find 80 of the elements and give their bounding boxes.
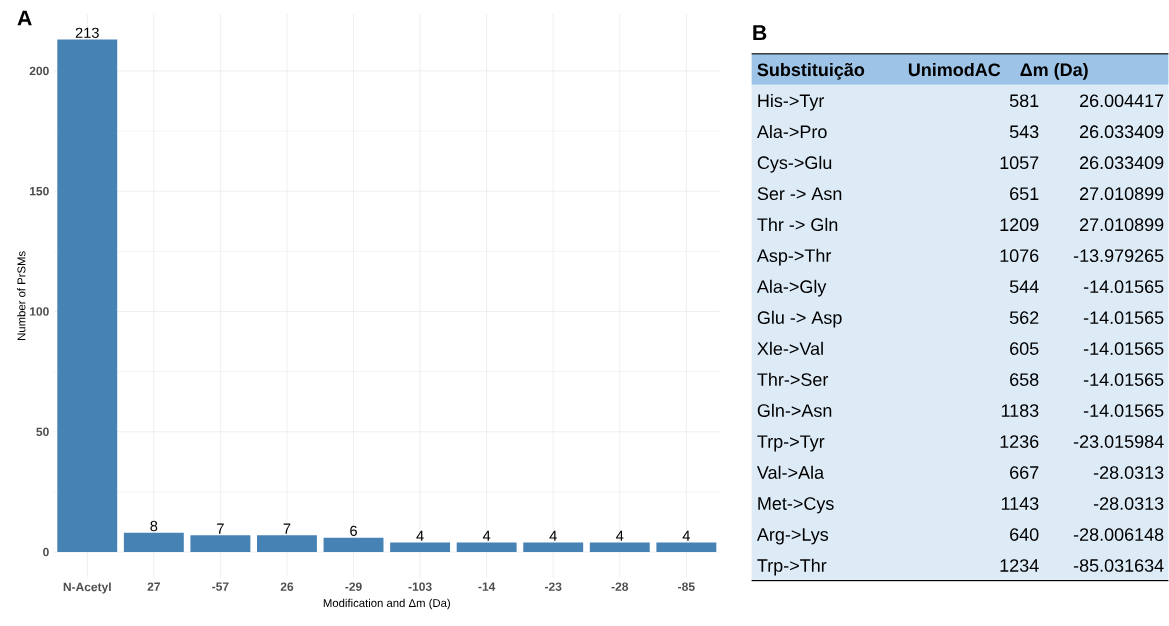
x-tick-label: -23 [545,582,562,592]
data-label: 4 [549,530,557,542]
text: Thr -> Gln [757,217,838,232]
x-tick-label: -29 [345,582,362,592]
text: -14.01565 [1083,311,1164,325]
text: Met->Cys [758,497,834,514]
text: 27.010899 [1080,187,1164,201]
data-label: 4 [482,530,491,542]
data-label: 6 [350,525,357,537]
text: 1209 [1000,218,1039,232]
text: 658 [1010,373,1039,387]
x-tick-label: -85 [678,582,695,592]
text: 27.010899 [1080,218,1164,232]
text: -28.0313 [1093,497,1164,511]
category-label: Δm (Da) [1020,63,1088,80]
text: 562 [1009,311,1039,325]
category-label: Substituição [757,63,865,80]
text: 1183 [1001,404,1039,418]
x-tick-label: 27 [147,582,160,591]
text: -28.006148 [1073,528,1164,542]
data-label: 8 [150,521,158,532]
text: Xle->Val [757,341,823,356]
text: Ala->Pro [756,125,827,139]
text: -14.01565 [1083,404,1164,418]
text: 1234 [1000,559,1039,573]
text: Thr->Ser [757,372,829,387]
y-axis-title: Number of PrSMs [17,251,26,341]
data-label: 4 [616,530,624,542]
x-tick-label: -57 [212,582,229,591]
x-tick-label: -103 [408,582,432,592]
text: 26.033409 [1080,125,1164,139]
text: -85.031634 [1073,559,1164,573]
x-tick-label: -14 [478,582,496,591]
text: 1057 [1000,156,1039,170]
text: 640 [1010,528,1039,542]
text: Ala->Gly [756,279,827,297]
text: Val->Ala [756,465,825,480]
text: 26.033409 [1080,156,1164,170]
text: Asp->Thr [756,248,832,266]
text: Gln->Asn [757,403,832,418]
text: -14.01565 [1083,373,1164,387]
text: His->Tyr [758,94,825,111]
text: 581 [1009,94,1039,108]
chart-title: A [17,10,32,26]
text: -23.015984 [1073,435,1164,449]
text: 1076 [1000,249,1039,263]
x-axis-title: Modification and Δm (Da) [323,598,450,610]
text: 1143 [1001,497,1039,511]
y-tick-label: 150 [30,187,49,196]
text: Ser -> Asn [757,187,842,201]
category-label: UnimodAC [908,63,1001,77]
data-label: 213 [75,27,99,39]
data-label: 7 [217,523,224,534]
text: Glu -> Asp [757,310,842,328]
data-label: 7 [283,523,291,534]
text: Cys->Glu [757,156,832,173]
text: Trp->Tyr [757,435,825,452]
text: -14.01565 [1083,342,1164,356]
data-label: 4 [682,530,690,542]
text: 651 [1010,187,1039,201]
text: Arg->Lys [756,528,829,545]
y-tick-label: 200 [29,66,49,76]
text: 26.004417 [1080,94,1164,108]
y-tick-label: 50 [36,427,49,437]
x-tick-label: 26 [280,582,294,592]
text: -14.01565 [1083,280,1164,294]
y-tick-label: 100 [30,307,49,316]
text: 544 [1009,280,1039,294]
x-tick-label: N-Acetyl [63,582,111,594]
text: B [753,25,767,41]
x-tick-label: -28 [611,582,629,592]
text: 605 [1010,342,1039,356]
data-label: 4 [416,530,424,542]
text: 543 [1009,125,1039,139]
text: -28.0313 [1093,466,1164,480]
text: Trp->Thr [757,558,827,576]
text: 667 [1010,466,1039,480]
text: 1236 [1000,435,1039,449]
y-tick-label: 0 [43,547,49,557]
text: -13.979265 [1073,249,1164,263]
